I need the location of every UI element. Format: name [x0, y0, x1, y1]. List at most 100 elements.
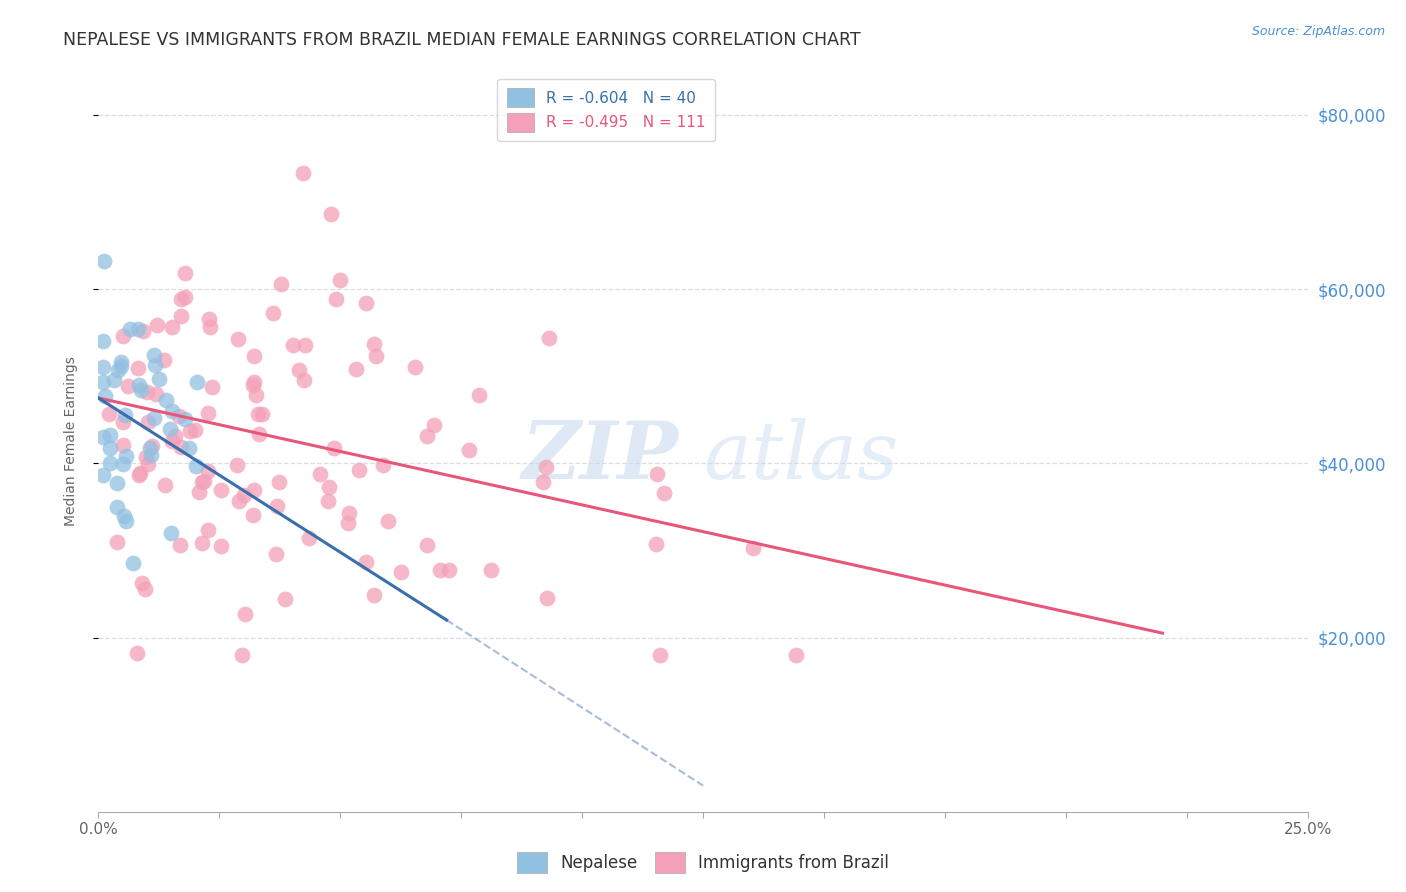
Point — [111, 415, 134, 429]
Legend: R = -0.604   N = 40, R = -0.495   N = 111: R = -0.604 N = 40, R = -0.495 N = 111 — [498, 79, 716, 141]
Point — [537, 331, 560, 345]
Point — [536, 591, 558, 606]
Point — [297, 531, 319, 545]
Point — [647, 467, 669, 482]
Point — [143, 358, 166, 372]
Point — [139, 448, 162, 462]
Point — [233, 607, 256, 621]
Point — [142, 348, 165, 362]
Point — [250, 407, 273, 421]
Point — [198, 312, 221, 326]
Point — [245, 388, 267, 402]
Point — [112, 508, 135, 523]
Point — [186, 458, 208, 473]
Point — [429, 563, 451, 577]
Point — [139, 441, 162, 455]
Point — [129, 466, 152, 480]
Point — [308, 467, 330, 482]
Point — [111, 457, 134, 471]
Point — [173, 290, 195, 304]
Point — [107, 363, 129, 377]
Point — [170, 292, 193, 306]
Point — [534, 460, 557, 475]
Point — [201, 380, 224, 394]
Point — [160, 320, 183, 334]
Point — [120, 322, 142, 336]
Point — [479, 563, 502, 577]
Point — [249, 426, 271, 441]
Point — [179, 425, 201, 439]
Point — [363, 588, 385, 602]
Point — [91, 467, 114, 482]
Point — [155, 393, 177, 408]
Point — [323, 441, 346, 455]
Point — [169, 409, 191, 424]
Point — [152, 353, 174, 368]
Point — [132, 324, 155, 338]
Point — [169, 440, 191, 454]
Point — [105, 476, 128, 491]
Point — [377, 514, 399, 528]
Point — [198, 319, 221, 334]
Point — [98, 407, 121, 421]
Point — [91, 359, 114, 374]
Point — [373, 458, 395, 473]
Point — [468, 388, 491, 402]
Point — [437, 563, 460, 577]
Point — [281, 338, 304, 352]
Point — [274, 592, 297, 607]
Point — [347, 463, 370, 477]
Point — [105, 535, 128, 549]
Point — [115, 450, 138, 464]
Point — [264, 547, 287, 561]
Point — [183, 423, 205, 437]
Point — [131, 575, 153, 590]
Point — [128, 467, 150, 482]
Point — [159, 422, 181, 436]
Y-axis label: Median Female Earnings: Median Female Earnings — [63, 357, 77, 526]
Point — [363, 337, 385, 351]
Point — [94, 389, 117, 403]
Point — [321, 207, 343, 221]
Point — [155, 478, 177, 492]
Point — [242, 378, 264, 392]
Point — [160, 526, 183, 541]
Point — [267, 475, 290, 489]
Point — [146, 318, 169, 332]
Point — [103, 373, 125, 387]
Point — [197, 464, 219, 478]
Point — [93, 253, 115, 268]
Legend: Nepalese, Immigrants from Brazil: Nepalese, Immigrants from Brazil — [510, 846, 896, 880]
Point — [122, 556, 145, 570]
Point — [233, 488, 256, 502]
Point — [112, 328, 135, 343]
Point — [100, 441, 122, 455]
Point — [364, 349, 387, 363]
Point — [231, 648, 253, 662]
Point — [135, 450, 157, 464]
Point — [136, 385, 159, 400]
Point — [266, 499, 288, 513]
Point — [226, 332, 249, 346]
Point — [288, 363, 311, 377]
Point — [389, 565, 412, 579]
Point — [209, 539, 232, 553]
Point — [197, 523, 219, 537]
Point — [142, 410, 165, 425]
Point — [110, 359, 132, 374]
Point — [145, 387, 167, 401]
Point — [356, 296, 378, 310]
Point — [243, 350, 266, 364]
Point — [169, 309, 191, 323]
Point — [292, 373, 315, 387]
Point — [242, 508, 264, 522]
Point — [197, 406, 219, 420]
Point — [228, 494, 250, 508]
Text: ZIP: ZIP — [522, 417, 679, 495]
Point — [179, 441, 201, 455]
Point — [98, 428, 121, 442]
Point — [174, 412, 197, 426]
Point — [742, 541, 765, 555]
Point — [91, 375, 114, 389]
Point — [404, 359, 426, 374]
